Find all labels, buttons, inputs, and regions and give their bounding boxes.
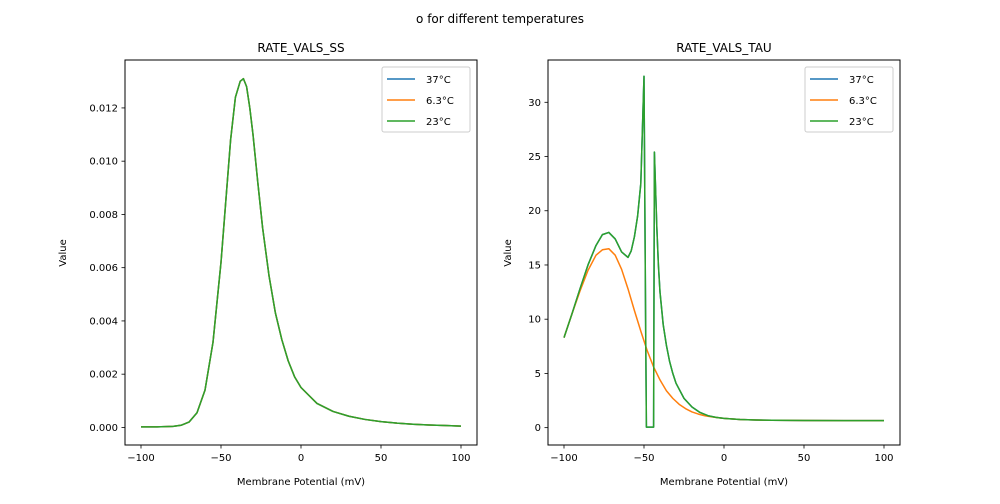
axes-frame — [547, 59, 901, 446]
y-tick-label: 25 — [528, 152, 541, 163]
x-axis-label: Membrane Potential (mV) — [660, 477, 788, 488]
y-tick-label: 0.012 — [89, 103, 118, 114]
y-tick-label: 0 — [535, 423, 541, 434]
x-tick-label: 50 — [798, 453, 811, 464]
y-tick-label: 0.006 — [89, 263, 118, 274]
y-tick-label: 20 — [528, 206, 541, 217]
legend-label: 23°C — [426, 117, 451, 128]
series-line-2 — [563, 75, 884, 428]
y-tick-label: 15 — [528, 260, 541, 271]
y-axis-label: Value — [58, 239, 69, 266]
legend-label: 23°C — [849, 117, 874, 128]
y-tick-label: 0.002 — [89, 370, 118, 381]
x-tick-label: 50 — [375, 453, 388, 464]
legend-label: 37°C — [426, 75, 451, 86]
legend-label: 37°C — [849, 75, 874, 86]
ticks: −100 −50 0 50 100 0.000 0.002 0.004 0.006 0.008 0.… — [89, 103, 470, 464]
series-lines — [141, 77, 462, 428]
x-axis-label: Membrane Potential (mV) — [237, 477, 365, 488]
series-lines — [563, 75, 884, 428]
x-tick-label: −100 — [550, 453, 577, 464]
legend-label: 6.3°C — [426, 96, 454, 107]
y-tick-label: 5 — [535, 369, 541, 380]
y-axis-label: Value — [503, 239, 514, 266]
series-line-2 — [141, 77, 462, 428]
subplot-rate-vals-ss: RATE_VALS_SS Membrane Potential (mV) Val… — [58, 41, 478, 488]
figure-suptitle: o for different temperatures — [416, 12, 584, 26]
y-tick-label: 0.000 — [89, 423, 118, 434]
legend: 37°C 6.3°C 23°C — [381, 66, 471, 133]
legend-label: 6.3°C — [849, 96, 877, 107]
legend-box — [381, 66, 471, 133]
y-tick-label: 0.008 — [89, 210, 118, 221]
x-tick-label: 0 — [298, 453, 304, 464]
x-tick-label: 0 — [721, 453, 727, 464]
axes-frame — [124, 59, 478, 446]
x-tick-label: 100 — [451, 453, 470, 464]
x-tick-label: −50 — [210, 453, 231, 464]
legend-box — [804, 66, 894, 133]
subplot-title: RATE_VALS_TAU — [676, 41, 771, 55]
x-tick-label: 100 — [874, 453, 893, 464]
x-tick-label: −100 — [127, 453, 154, 464]
subplot-rate-vals-tau: RATE_VALS_TAU Membrane Potential (mV) Va… — [503, 41, 901, 488]
y-tick-label: 10 — [528, 315, 541, 326]
y-tick-label: 0.010 — [89, 157, 118, 168]
y-tick-label: 0.004 — [89, 316, 118, 327]
x-tick-label: −50 — [633, 453, 654, 464]
legend: 37°C 6.3°C 23°C — [804, 66, 894, 133]
subplot-title: RATE_VALS_SS — [257, 41, 344, 55]
ticks: −100 −50 0 50 100 0 5 10 15 20 25 30 — [528, 98, 893, 464]
y-tick-label: 30 — [528, 98, 541, 109]
